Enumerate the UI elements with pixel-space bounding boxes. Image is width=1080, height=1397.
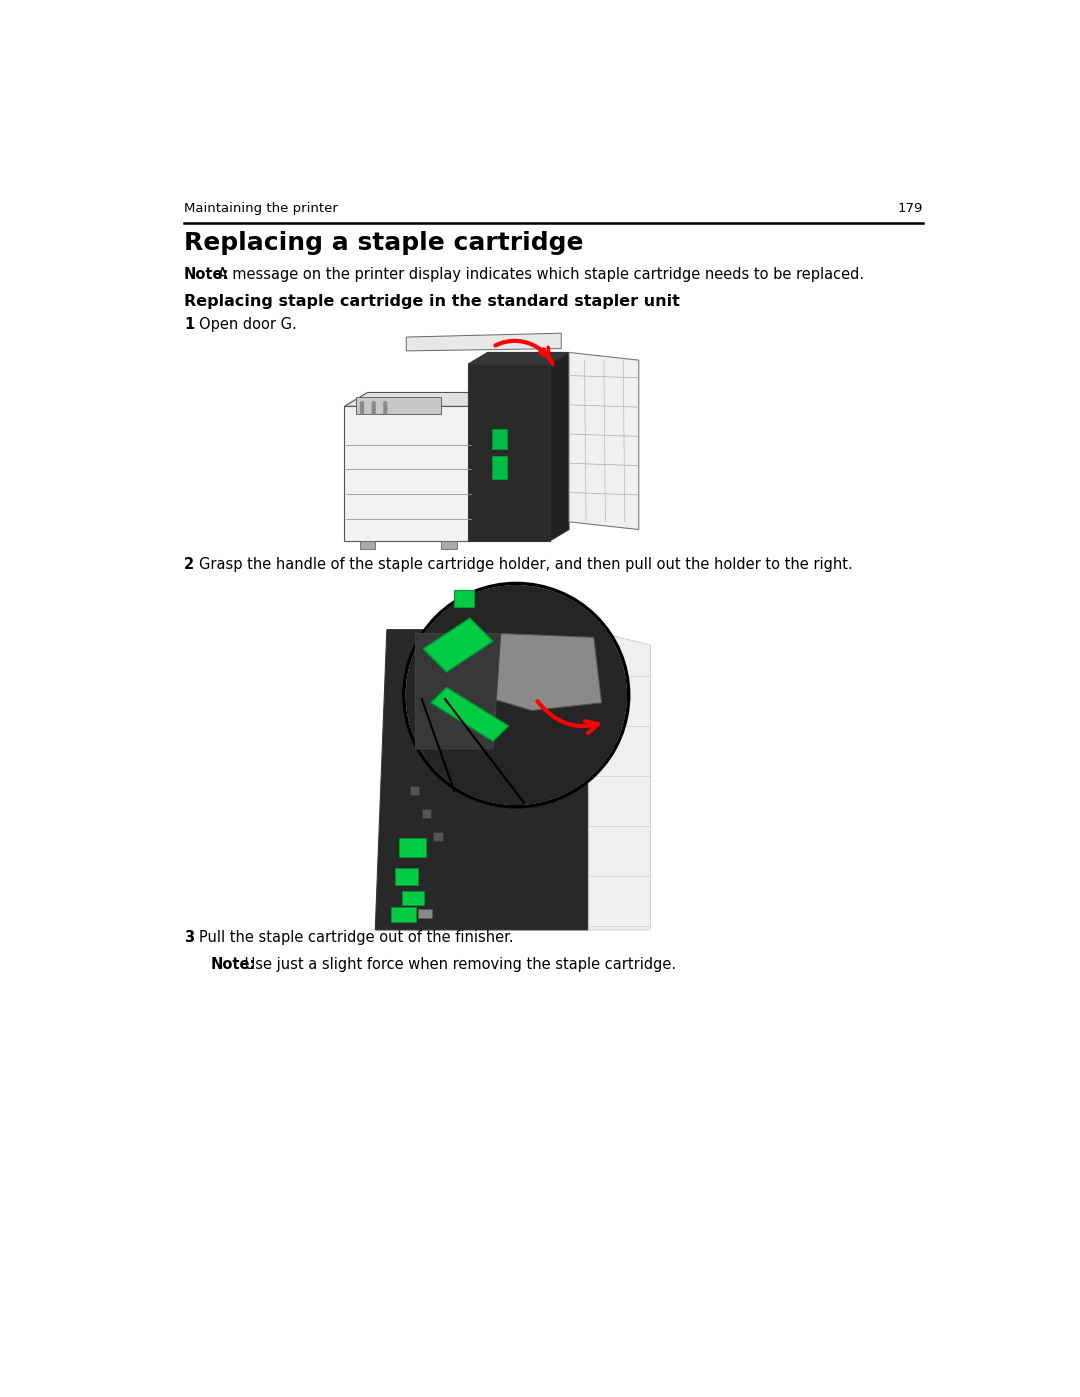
Circle shape	[361, 402, 364, 405]
Circle shape	[373, 408, 375, 411]
Text: Use just a slight force when removing the staple cartridge.: Use just a slight force when removing th…	[240, 957, 676, 972]
Circle shape	[361, 408, 364, 411]
FancyBboxPatch shape	[491, 457, 507, 479]
Polygon shape	[345, 393, 496, 407]
Polygon shape	[494, 633, 602, 711]
Polygon shape	[589, 630, 650, 930]
Text: Maintaining the printer: Maintaining the printer	[184, 203, 338, 215]
Circle shape	[373, 405, 375, 408]
FancyBboxPatch shape	[356, 397, 441, 414]
Text: Note:: Note:	[211, 957, 256, 972]
Circle shape	[383, 408, 387, 411]
Polygon shape	[472, 393, 496, 541]
Text: 3: 3	[184, 930, 194, 946]
Polygon shape	[423, 617, 494, 672]
Circle shape	[361, 405, 364, 408]
Text: Replacing a staple cartridge: Replacing a staple cartridge	[184, 231, 583, 254]
FancyBboxPatch shape	[403, 891, 424, 905]
Circle shape	[373, 411, 375, 414]
Polygon shape	[550, 352, 569, 541]
Circle shape	[361, 411, 364, 414]
FancyBboxPatch shape	[441, 541, 457, 549]
Polygon shape	[375, 630, 589, 930]
Text: 1: 1	[184, 317, 194, 332]
Text: Grasp the handle of the staple cartridge holder, and then pull out the holder to: Grasp the handle of the staple cartridge…	[199, 557, 852, 571]
Text: Note:: Note:	[184, 267, 229, 282]
Circle shape	[383, 411, 387, 414]
Polygon shape	[416, 633, 501, 749]
FancyBboxPatch shape	[491, 429, 507, 448]
FancyBboxPatch shape	[469, 365, 550, 541]
Text: 2: 2	[184, 557, 194, 571]
FancyBboxPatch shape	[345, 407, 472, 541]
Circle shape	[373, 402, 375, 405]
Text: Replacing staple cartridge in the standard stapler unit: Replacing staple cartridge in the standa…	[184, 293, 679, 309]
Circle shape	[405, 585, 627, 805]
FancyBboxPatch shape	[391, 907, 416, 922]
FancyBboxPatch shape	[422, 809, 431, 819]
Circle shape	[383, 402, 387, 405]
Text: Open door G.: Open door G.	[199, 317, 296, 332]
FancyBboxPatch shape	[418, 909, 432, 918]
Circle shape	[404, 584, 629, 806]
Text: A message on the printer display indicates which staple cartridge needs to be re: A message on the printer display indicat…	[213, 267, 864, 282]
FancyBboxPatch shape	[399, 838, 426, 856]
Polygon shape	[569, 352, 638, 529]
Text: 179: 179	[897, 203, 923, 215]
Text: Pull the staple cartridge out of the finisher.: Pull the staple cartridge out of the fin…	[199, 930, 513, 946]
FancyBboxPatch shape	[455, 590, 474, 606]
Polygon shape	[431, 687, 509, 742]
FancyBboxPatch shape	[394, 869, 418, 886]
Polygon shape	[469, 352, 569, 365]
FancyBboxPatch shape	[433, 833, 443, 841]
Circle shape	[383, 405, 387, 408]
FancyBboxPatch shape	[410, 787, 419, 795]
FancyBboxPatch shape	[360, 541, 375, 549]
Polygon shape	[406, 334, 562, 351]
